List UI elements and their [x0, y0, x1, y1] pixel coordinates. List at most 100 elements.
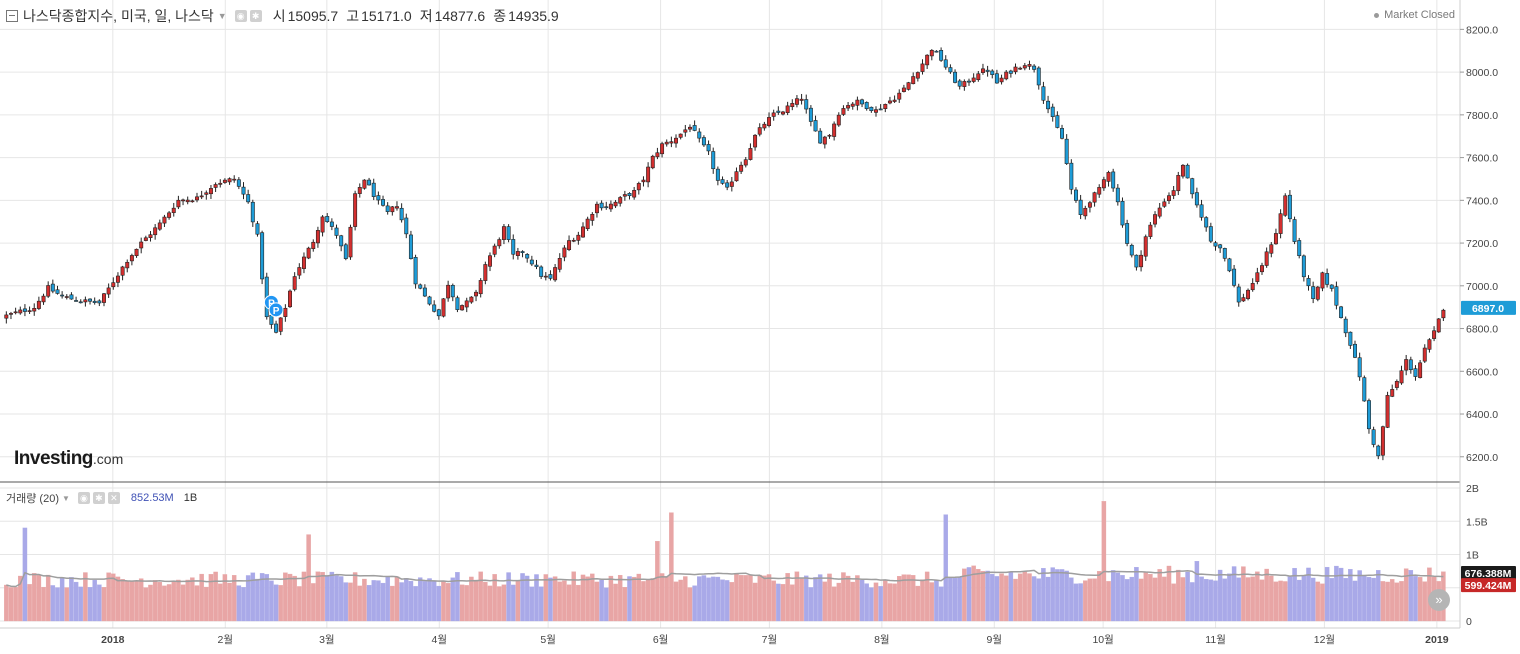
chevron-down-icon[interactable]: ▼ — [61, 493, 70, 503]
candle-body — [883, 104, 888, 110]
candle-body — [515, 251, 520, 256]
time-axis[interactable]: 2018 2월 3월 4월 5월 6월 7월 8월 9월 10월 11월 12월 2019 — [101, 634, 1449, 646]
candle-body — [343, 244, 348, 259]
eye-icon[interactable]: ◉ — [77, 492, 90, 504]
candle-body — [674, 137, 678, 144]
price-axis[interactable]: 6200.0 6400.0 6600.0 6800.0 7000.0 7200.0 7400… — [1460, 24, 1498, 464]
candle-body — [743, 159, 748, 166]
candle-body — [664, 141, 669, 145]
candle-body — [594, 203, 599, 214]
event-marker-icon[interactable] — [268, 302, 284, 318]
candle-body — [915, 72, 920, 79]
candle-body — [864, 102, 869, 109]
candle-body — [1050, 106, 1055, 118]
candle-body — [1157, 207, 1162, 217]
candle-body — [1073, 189, 1078, 201]
volume-bar — [1399, 581, 1404, 622]
candle-body — [669, 141, 674, 144]
volume-bar — [710, 576, 716, 622]
volume-bar — [594, 581, 600, 622]
volume-last-badge-label: 599.424M — [1465, 580, 1512, 592]
volume-bar — [808, 587, 814, 622]
volume-bar — [971, 565, 976, 622]
candle-body — [1343, 318, 1348, 334]
candle-body — [585, 218, 590, 229]
volume-ma-line — [6, 569, 1444, 588]
volume-bar — [450, 577, 456, 622]
volume-title[interactable]: 거래량 (20) — [6, 493, 59, 505]
volume-bar — [1227, 573, 1232, 622]
volume-bar — [492, 574, 497, 622]
volume-bar — [599, 579, 604, 622]
candle-body — [1246, 289, 1251, 299]
volume-bar — [1283, 581, 1288, 622]
volume-bar — [283, 572, 288, 622]
candle-body — [497, 239, 502, 247]
volume-bar — [1310, 577, 1316, 622]
candle-body — [404, 217, 409, 235]
candle-body — [878, 108, 883, 111]
candle-body — [1120, 200, 1125, 226]
volume-bar — [636, 573, 642, 622]
gear-icon[interactable]: ✱ — [249, 10, 262, 22]
event-markers[interactable]: PP — [263, 294, 284, 318]
chevron-down-icon[interactable]: ▼ — [217, 11, 227, 21]
candle-body — [232, 178, 237, 181]
scroll-to-realtime-button[interactable]: » — [1428, 589, 1450, 611]
candle-body — [292, 276, 297, 290]
close-icon[interactable]: ✕ — [107, 492, 120, 504]
volume-bar — [566, 584, 572, 622]
candle-body — [120, 266, 125, 276]
candle-body — [767, 117, 772, 126]
volume-bar — [27, 584, 32, 622]
gear-icon[interactable]: ✱ — [92, 492, 105, 504]
candle-body — [1087, 202, 1092, 208]
collapse-icon[interactable] — [6, 10, 18, 22]
volume-bar — [1171, 583, 1176, 622]
volume-bar — [1101, 501, 1107, 622]
candle-body — [36, 300, 41, 309]
time-tick-label: 2019 — [1425, 634, 1449, 646]
candle-body — [971, 77, 976, 82]
volume-bar — [645, 579, 651, 622]
volume-bar — [208, 574, 214, 622]
candle-body — [1325, 273, 1330, 285]
volume-bar — [390, 585, 395, 622]
volume-bar — [552, 576, 558, 622]
volume-bar — [176, 579, 181, 622]
volume-bar — [701, 575, 707, 622]
volume-ma-polyline — [6, 569, 1444, 588]
candle-body — [1273, 233, 1278, 245]
volume-bar — [1362, 575, 1367, 622]
candle-body — [436, 309, 441, 317]
candle-body — [492, 245, 497, 255]
volume-bar — [31, 573, 37, 622]
volume-bar — [1422, 581, 1428, 622]
candle-body — [408, 234, 413, 259]
candle-body — [1199, 204, 1204, 218]
eye-icon[interactable]: ◉ — [234, 10, 247, 22]
candle-body — [1432, 330, 1437, 339]
candle-body — [213, 184, 218, 188]
candle-body — [534, 264, 539, 267]
symbol-title[interactable]: 나스닥종합지수, 미국, 일, 나스닥 — [23, 8, 214, 24]
volume-bar — [1003, 575, 1009, 622]
volume-bar — [1287, 576, 1293, 622]
volume-bar — [729, 582, 735, 622]
volume-bars — [4, 501, 1446, 622]
candle-body — [887, 100, 892, 104]
candle-body — [953, 71, 958, 83]
candle-body — [78, 301, 83, 304]
volume-bar — [706, 577, 711, 622]
volume-bar — [859, 579, 865, 622]
volume-bar — [241, 587, 246, 622]
volume-tick-label: 0 — [1466, 616, 1472, 628]
candle-body — [1269, 244, 1274, 254]
candle-body — [395, 206, 399, 209]
volume-bar — [631, 576, 637, 622]
candle-body — [599, 202, 604, 209]
candle-body — [1283, 195, 1288, 216]
candle-body — [1236, 286, 1241, 303]
